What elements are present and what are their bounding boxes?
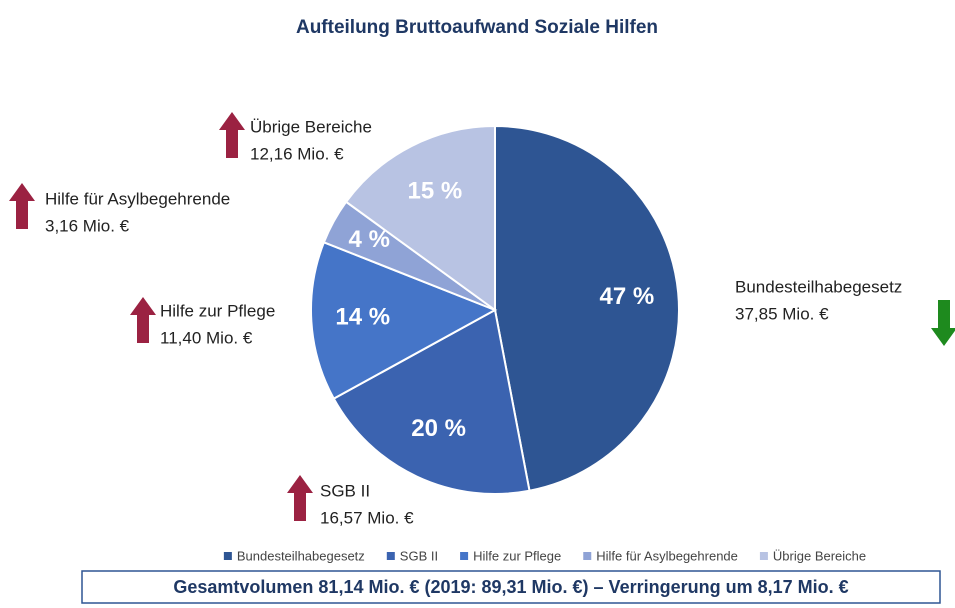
amount-label: 11,40 Mio. € [160,328,253,347]
legend-label: Hilfe für Asylbegehrende [596,548,738,563]
legend-swatch [759,552,768,560]
amount-label: 16,57 Mio. € [320,508,414,527]
amount-label: 37,85 Mio. € [735,304,829,323]
trend-arrow [9,183,35,229]
amount-label: 12,16 Mio. € [250,144,344,163]
trend-arrow [130,297,156,343]
footer-box [81,570,941,604]
value-label: 4 % [349,226,390,253]
category-label: Bundesteilhabegesetz [735,277,902,296]
pie-slice [494,124,680,492]
legend-swatch [386,552,395,560]
amount-label: 3,16 Mio. € [45,216,130,235]
category-label: Übrige Bereiche [250,117,372,136]
legend-swatch [583,552,592,560]
pie-slice [310,240,498,401]
legend-swatch [460,552,469,560]
category-label: SGB II [320,481,370,500]
value-label: 14 % [335,304,390,331]
legend-label: Bundesteilhabegesetz [237,548,365,563]
footer-text: Gesamtvolumen 81,14 Mio. € (2019: 89,31 … [173,577,848,597]
legend-label: SGB II [400,548,438,563]
pie-slice [332,308,531,495]
trend-arrow [219,112,245,158]
legend-label: Hilfe zur Pflege [473,548,561,563]
category-label: Hilfe für Asylbegehrende [45,189,230,208]
legend-swatch [223,552,232,560]
category-label: Hilfe zur Pflege [160,301,275,320]
value-label: 20 % [411,415,466,442]
value-label: 15 % [408,177,463,204]
trend-arrow [931,300,955,346]
legend-label: Übrige Bereiche [773,548,866,563]
chart-title: Aufteilung Bruttoaufwand Soziale Hilfen [296,17,658,38]
pie-slice [344,124,496,312]
trend-arrow [287,475,313,521]
value-label: 47 % [600,283,655,310]
